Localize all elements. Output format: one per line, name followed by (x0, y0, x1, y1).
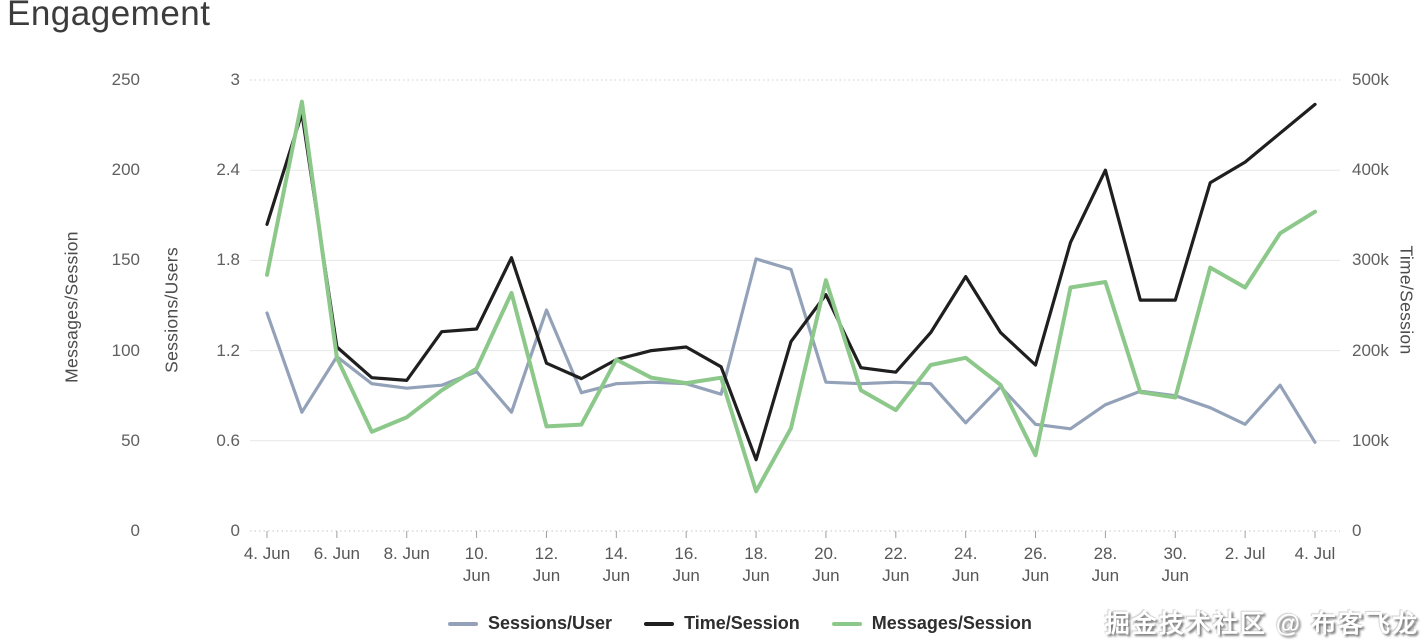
y-tick-label: 250 (111, 70, 140, 89)
y-tick-label: 1.2 (216, 340, 240, 360)
x-tick-label: 22. Jun (882, 544, 910, 585)
chart-title: Engagement (7, 0, 211, 33)
x-tick-label: 14. Jun (602, 544, 631, 585)
y-tick-label: 0.6 (216, 430, 240, 450)
y-tick-label: 300k (1352, 250, 1389, 270)
x-tick-label: 24. Jun (951, 544, 980, 585)
y-tick-label: 0 (130, 521, 140, 540)
y-tick-label: 2.4 (216, 160, 240, 180)
x-tick-label: 30. Jun (1161, 544, 1189, 585)
y-tick-label: 400k (1352, 160, 1389, 180)
y-tick-label: 0 (230, 521, 240, 540)
x-tick-label: 12. Jun (532, 544, 561, 585)
legend-swatch-icon (831, 621, 862, 626)
y-tick-label: 50 (121, 430, 140, 450)
x-tick-label: 20. Jun (812, 544, 840, 585)
legend-item-messages-session[interactable]: Messages/Session (831, 613, 1032, 634)
y-tick-label: 200 (111, 160, 140, 180)
y-tick-label: 500k (1352, 70, 1389, 89)
series-line-time-session[interactable] (265, 102, 1317, 462)
legend-label: Sessions/User (488, 613, 613, 633)
chart-legend: Sessions/User Time/Session Messages/Sessio… (448, 613, 1032, 634)
x-tick-label: 16. Jun (672, 544, 700, 585)
watermark-text: 掘金技术社区 @ 布客飞龙 (1104, 610, 1419, 638)
x-tick-label: 18. Jun (742, 544, 770, 585)
x-tick-label: 26. Jun (1021, 544, 1050, 585)
line-chart-svg[interactable] (250, 79, 1340, 540)
y-tick-label: 1.8 (216, 250, 240, 270)
legend-item-time-session[interactable]: Time/Session (644, 613, 800, 634)
y-tick-label: 150 (111, 250, 140, 270)
x-tick-label: 2. Jul (1224, 544, 1266, 563)
x-tick-label: 4. Jun (243, 544, 291, 563)
x-tick-label: 10. Jun (462, 544, 491, 585)
y-tick-label: 100k (1352, 430, 1389, 450)
plot-area[interactable] (250, 79, 1340, 538)
legend-label: Messages/Session (871, 613, 1032, 633)
series-line-messages-session[interactable] (265, 99, 1317, 494)
y-tick-label: 3 (230, 70, 240, 89)
legend-item-sessions-user[interactable]: Sessions/User (448, 613, 612, 634)
y-tick-label: 200k (1352, 340, 1389, 360)
y-tick-label: 100 (111, 340, 140, 360)
x-tick-label: 4. Jul (1294, 544, 1336, 563)
x-tick-label: 28. Jun (1091, 544, 1120, 585)
legend-swatch-icon (448, 621, 478, 626)
x-tick-label: 8. Jun (383, 544, 430, 563)
x-tick-label: 6. Jun (313, 544, 361, 563)
y-tick-label: 0 (1352, 521, 1362, 540)
legend-swatch-icon (644, 621, 675, 626)
legend-label: Time/Session (684, 613, 800, 633)
